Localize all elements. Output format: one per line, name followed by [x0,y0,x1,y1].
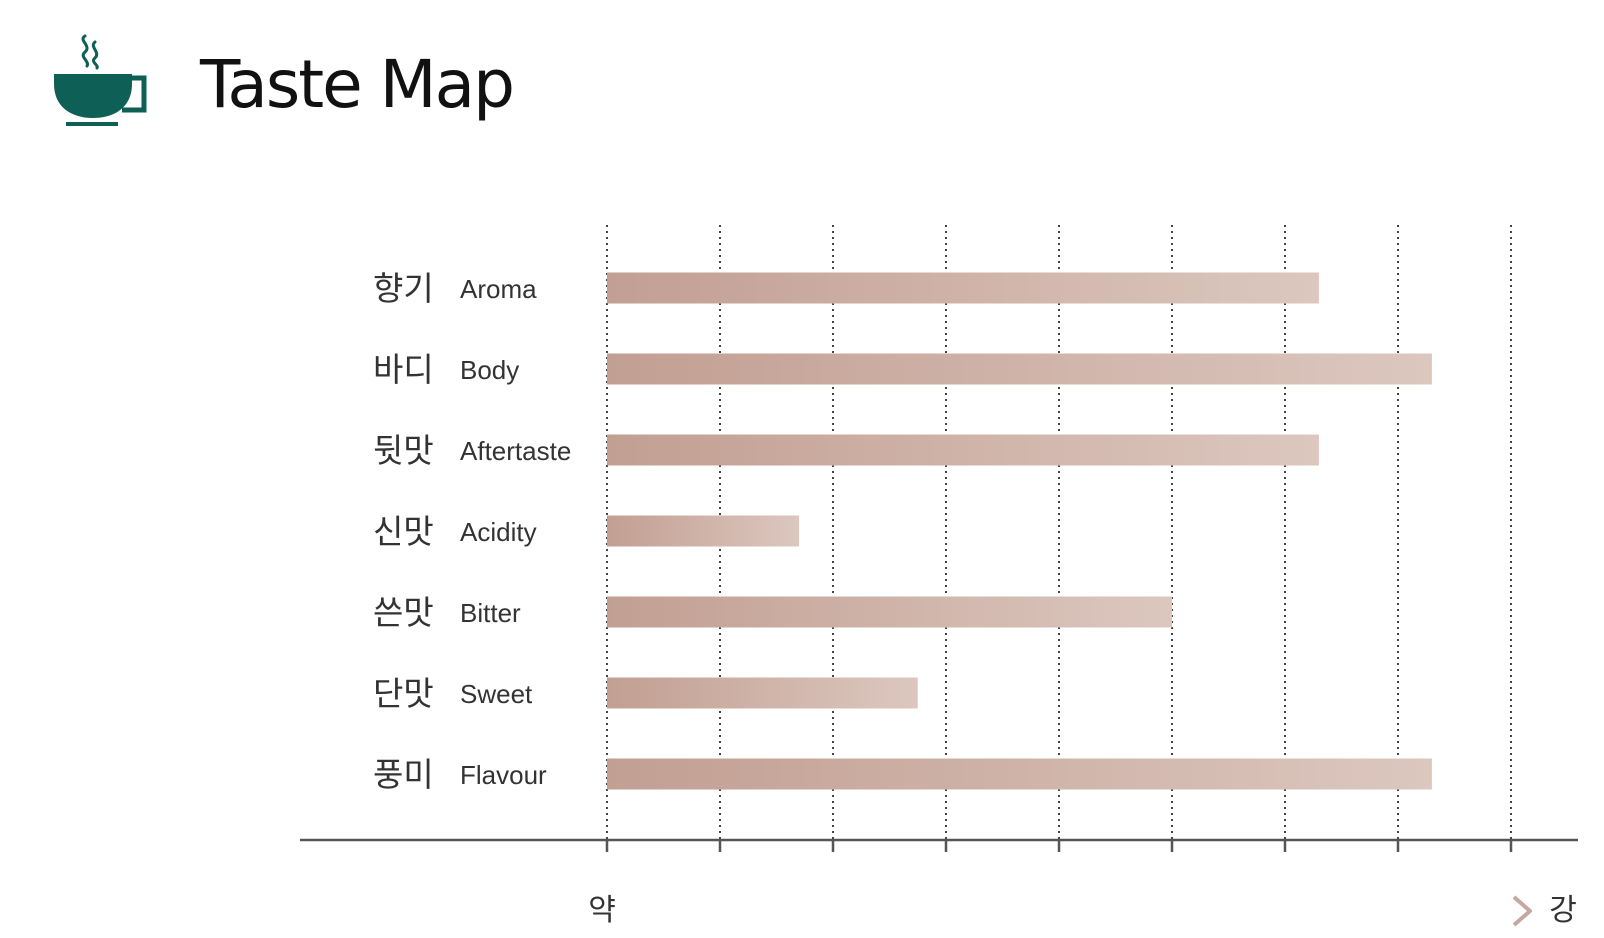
scale-high-label: 강 [1549,893,1577,928]
category-label-ko: 뒷맛 [373,431,434,470]
category-label-en: Bitter [460,598,521,628]
header: Taste Map [52,30,752,140]
coffee-cup-icon [54,34,147,126]
category-label-en: Flavour [460,760,547,790]
category-label-ko: 바디 [373,350,434,389]
x-axis [300,838,1578,852]
bar-sweet [607,677,918,709]
scale-low-label: 약 [588,893,616,928]
category-label-en: Sweet [460,679,533,709]
category-label-ko: 향기 [373,269,434,308]
category-label-en: Aroma [460,274,537,304]
category-label-ko: 신맛 [373,512,434,551]
bars [607,272,1432,790]
intensity-scale: 약 강 [588,893,1577,928]
category-labels: 향기 Aroma 바디 Body 뒷맛 Aftertaste 신맛 Acidity 쓴맛 Bitt… [373,269,571,794]
category-label-ko: 쓴맛 [373,593,434,632]
category-label-en: Acidity [460,517,537,547]
bar-flavour [607,758,1432,790]
bar-body [607,353,1432,385]
category-label-en: Body [460,355,519,385]
bar-aroma [607,272,1319,304]
category-label-ko: 단맛 [373,674,434,713]
arrow-head-icon [1512,895,1532,927]
category-label-en: Aftertaste [460,436,571,466]
bar-acidity [607,515,800,547]
category-label-ko: 풍미 [373,755,434,794]
bar-aftertaste [607,434,1319,466]
bar-bitter [607,596,1172,628]
page-title: Taste Map [200,46,515,123]
